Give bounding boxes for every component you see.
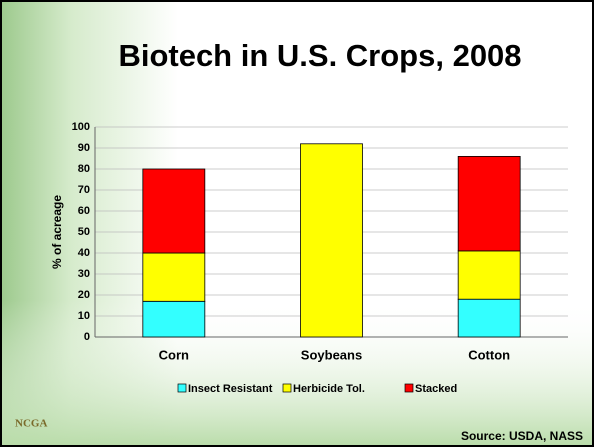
legend-swatch <box>404 383 414 393</box>
y-tick-label: 90 <box>78 142 90 154</box>
bar-segment <box>457 155 521 252</box>
legend-label: Stacked <box>415 383 457 395</box>
bar-segment <box>457 298 521 338</box>
bar-segment <box>142 168 206 254</box>
bar-segment <box>142 300 206 338</box>
bar-segment <box>300 143 363 338</box>
legend-label: Insect Resistant <box>188 383 273 395</box>
legend-label: Herbicide Tol. <box>293 383 365 395</box>
y-axis-label: % of acreage <box>50 195 64 269</box>
source: Source: USDA, NASS <box>461 429 583 443</box>
legend-swatch <box>282 383 292 393</box>
x-tick-label: Cotton <box>468 347 510 362</box>
y-tick-label: 10 <box>78 310 90 322</box>
x-tick-label: Corn <box>159 347 189 362</box>
y-tick-label: 20 <box>78 289 90 301</box>
legend-swatch <box>177 383 187 393</box>
y-tick-label: 70 <box>78 184 90 196</box>
y-tick-label: 60 <box>78 205 90 217</box>
y-tick-label: 100 <box>72 121 90 133</box>
y-tick-label: 80 <box>78 163 90 175</box>
bar-segment <box>457 250 521 300</box>
logo: NCGA <box>15 418 47 430</box>
y-tick-label: 0 <box>84 331 90 343</box>
y-tick-label: 40 <box>78 247 90 259</box>
chart-title: Biotech in U.S. Crops, 2008 <box>118 38 521 73</box>
bar-segment <box>142 252 206 302</box>
y-tick-label: 30 <box>78 268 90 280</box>
y-tick-label: 50 <box>78 226 90 238</box>
x-tick-label: Soybeans <box>301 347 362 362</box>
